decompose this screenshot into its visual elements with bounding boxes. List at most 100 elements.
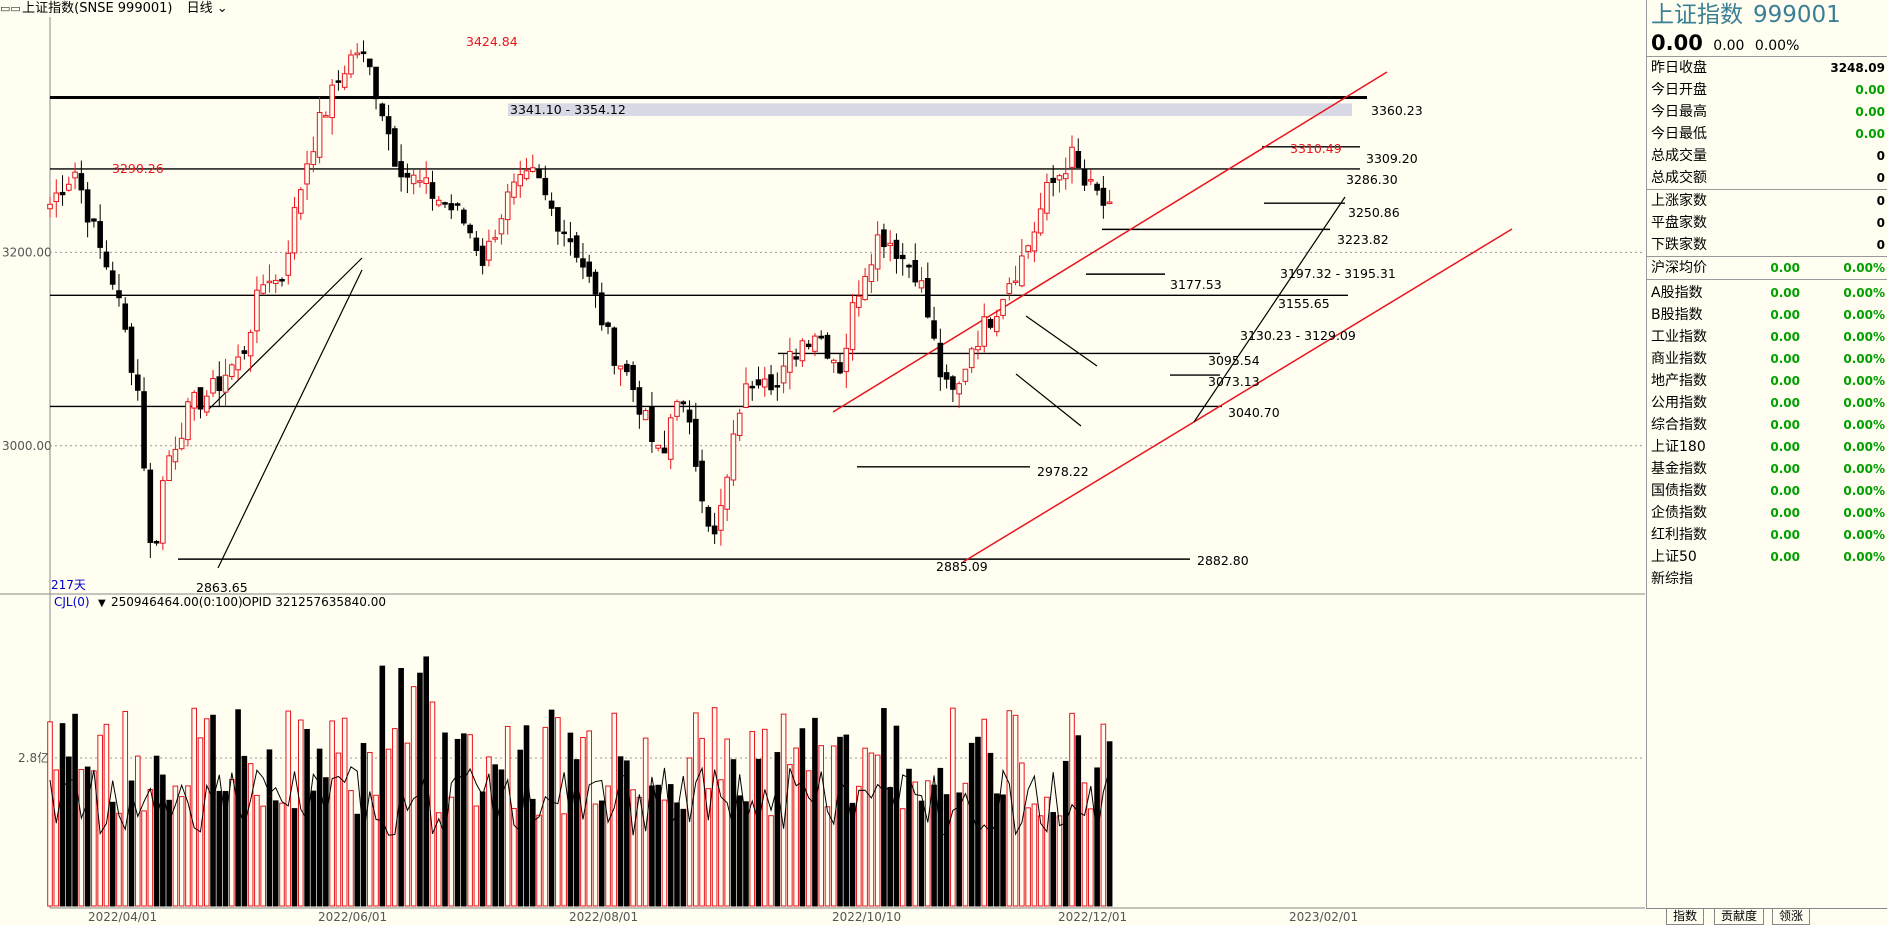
index-row[interactable]: 上证180 0.00 0.00% xyxy=(1647,436,1887,458)
volume-bar xyxy=(1088,808,1094,907)
candle-up xyxy=(975,345,981,351)
candle-down xyxy=(749,385,756,389)
index-row[interactable]: 红利指数 0.00 0.00% xyxy=(1647,524,1887,546)
index-row[interactable]: 商业指数 0.00 0.00% xyxy=(1647,348,1887,370)
volume-bar xyxy=(335,752,342,907)
candle-up xyxy=(229,364,235,377)
index-row[interactable]: 上证50 0.00 0.00% xyxy=(1647,546,1887,568)
volume-bar xyxy=(1062,760,1069,907)
candle-up xyxy=(968,348,975,369)
candle-down xyxy=(711,525,718,535)
tab-label: 贡献度 xyxy=(1721,909,1758,923)
candle-down xyxy=(1050,177,1057,183)
candle-down xyxy=(542,177,549,196)
row-label: 沪深均价 xyxy=(1651,260,1707,276)
index-row[interactable]: B股指数 0.00 0.00% xyxy=(1647,304,1887,326)
index-value: 0.00 xyxy=(1770,462,1800,476)
volume-bar xyxy=(787,764,793,907)
candle-up xyxy=(1056,175,1063,181)
volume-bar xyxy=(222,790,229,907)
chart-mode-icon[interactable]: ▭▭ xyxy=(0,2,21,15)
candle-up xyxy=(341,73,348,88)
candle-down xyxy=(467,224,473,234)
candle-down xyxy=(943,372,950,380)
indicator-name[interactable]: CJL(0) xyxy=(54,595,90,609)
volume-bar xyxy=(141,810,147,907)
volume-bar xyxy=(316,748,323,907)
volume-bar xyxy=(937,767,944,907)
candle-down xyxy=(931,320,937,339)
volume-bar xyxy=(749,731,756,907)
index-value: 0.00 xyxy=(1770,396,1800,410)
index-row[interactable]: 工业指数 0.00 0.00% xyxy=(1647,326,1887,348)
candle-up xyxy=(511,181,517,198)
volume-bar xyxy=(768,815,774,907)
candle-up xyxy=(160,480,166,544)
quote-summary: 0.00 0.00 0.00% xyxy=(1647,30,1887,57)
quote-field-row: 今日最低 0.00 xyxy=(1647,123,1887,145)
quote-fields: 昨日收盘 3248.09 今日开盘 0.00 今日最高 0.00 今日最低 0.00 总成交量 0… xyxy=(1647,57,1887,189)
index-label: 基金指数 xyxy=(1651,461,1707,477)
dropdown-triangle-icon[interactable]: ▼ xyxy=(98,598,106,609)
tab-contribution[interactable]: 贡献度 xyxy=(1714,909,1765,925)
volume-bar xyxy=(366,751,373,907)
candle-up xyxy=(1031,231,1038,252)
period-selector[interactable]: 日线 ⌄ xyxy=(187,1,228,16)
candle-down xyxy=(937,342,944,378)
index-label: 新综指 xyxy=(1651,571,1693,587)
index-value: 0.00 xyxy=(1770,286,1800,300)
instrument-title: 上证指数(SNSE 999001) xyxy=(22,1,173,16)
candle-down xyxy=(536,168,542,179)
index-value: 0.00 xyxy=(1770,418,1800,432)
tab-leaders[interactable]: 领涨 xyxy=(1772,909,1811,925)
candle-up xyxy=(348,54,354,75)
candle-up xyxy=(812,335,818,352)
volume-bar xyxy=(680,808,687,907)
candle-down xyxy=(109,270,116,285)
candle-up xyxy=(655,444,661,449)
candle-up xyxy=(1106,201,1113,204)
index-row[interactable]: 公用指数 0.00 0.00% xyxy=(1647,392,1887,414)
index-row[interactable]: 地产指数 0.00 0.00% xyxy=(1647,370,1887,392)
x-tick-label: 2023/02/01 xyxy=(1289,910,1358,924)
volume-bar xyxy=(642,737,649,907)
volume-bar xyxy=(950,707,956,907)
volume-bar xyxy=(1100,723,1107,907)
field-label: 总成交量 xyxy=(1651,148,1707,164)
volume-bar xyxy=(1025,807,1031,907)
volume-bar xyxy=(109,801,116,907)
candle-up xyxy=(166,455,172,481)
x-tick-label: 2022/08/01 xyxy=(569,910,638,924)
last-price: 0.00 xyxy=(1651,31,1703,55)
volume-bar xyxy=(178,796,185,907)
volume-bar xyxy=(66,756,72,907)
volume-bar xyxy=(241,755,248,907)
volume-bar xyxy=(467,734,473,907)
volume-bar xyxy=(47,721,53,907)
candle-down xyxy=(768,374,774,391)
candle-up xyxy=(423,177,429,185)
index-pct: 0.00% xyxy=(1843,528,1885,542)
index-row[interactable]: 新综指 xyxy=(1647,568,1887,590)
index-row[interactable]: A股指数 0.00 0.00% xyxy=(1647,282,1887,304)
volume-bar xyxy=(592,803,599,907)
candle-down xyxy=(793,356,799,360)
section-divider xyxy=(1647,256,1887,257)
index-row[interactable]: 基金指数 0.00 0.00% xyxy=(1647,458,1887,480)
candle-down xyxy=(385,116,392,135)
volume-bar xyxy=(881,708,887,907)
index-row[interactable]: 企债指数 0.00 0.00% xyxy=(1647,502,1887,524)
chart-header: ▭▭ 上证指数(SNSE 999001) 日线 ⌄ xyxy=(0,0,1645,17)
candle-up xyxy=(1019,255,1025,287)
volume-bar xyxy=(461,733,467,907)
candle-up xyxy=(962,368,969,382)
tab-index[interactable]: 指数 xyxy=(1666,909,1705,925)
index-row[interactable]: 国债指数 0.00 0.00% xyxy=(1647,480,1887,502)
period-label: 日线 xyxy=(186,1,213,16)
volume-bar xyxy=(197,737,204,907)
index-label: 商业指数 xyxy=(1651,351,1707,367)
price-annotation: 2885.09 xyxy=(936,559,988,574)
index-label: 地产指数 xyxy=(1651,373,1707,389)
kline-chart[interactable]: 3200.00 3000.00 2.8亿 2022/04/01 2022/06/… xyxy=(0,0,1645,924)
index-row[interactable]: 综合指数 0.00 0.00% xyxy=(1647,414,1887,436)
